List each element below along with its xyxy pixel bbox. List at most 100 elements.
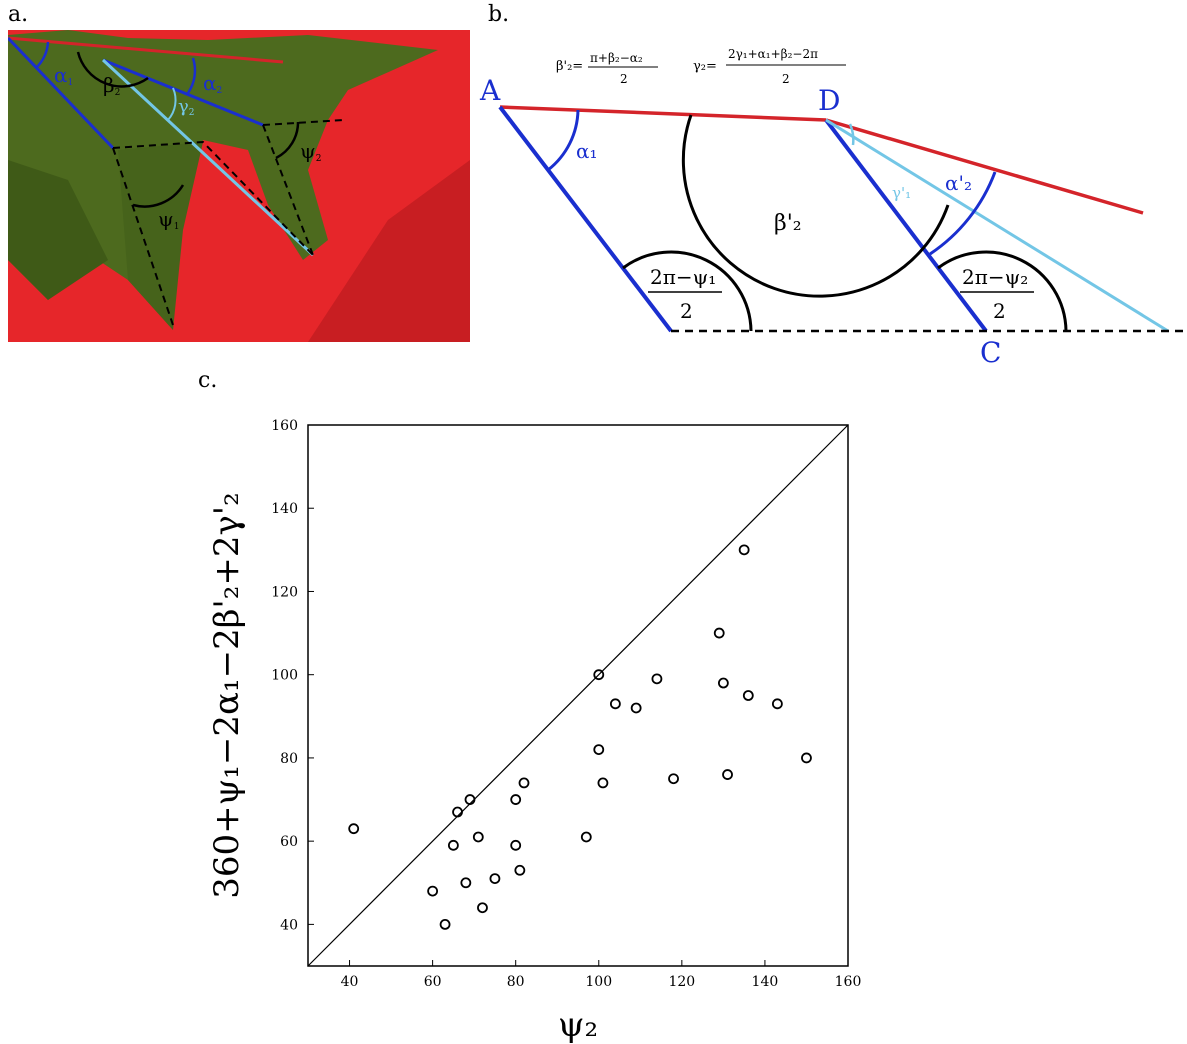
blue-line-A bbox=[498, 105, 673, 333]
data-point bbox=[609, 698, 621, 710]
cyan-line-D bbox=[825, 118, 1169, 333]
data-point bbox=[593, 669, 605, 681]
data-point bbox=[801, 752, 812, 764]
y-tick-label: 160 bbox=[271, 418, 298, 434]
y-tick-label: 80 bbox=[280, 751, 298, 767]
data-point bbox=[472, 831, 484, 843]
data-point bbox=[477, 902, 488, 914]
leaf-shape bbox=[8, 30, 438, 330]
point-D-label: D bbox=[818, 84, 840, 117]
x-tick-label: 160 bbox=[835, 974, 862, 990]
arc-psi2 bbox=[275, 121, 300, 160]
x-axis-label: ψ₂ bbox=[558, 1005, 598, 1044]
data-point bbox=[717, 677, 729, 689]
point-A-label: A bbox=[479, 74, 501, 107]
panel-label-c: c. bbox=[198, 368, 218, 393]
angle-beta2-label: β'₂ bbox=[774, 211, 802, 236]
angle-alpha2-label: α'₂ bbox=[945, 171, 972, 195]
scatter-chart: 40 60 80 100 120 140 160 40 60 80 100 120 140 160 ψ₂ 36… bbox=[207, 418, 862, 1044]
frac1-den: 2 bbox=[680, 299, 693, 323]
red-line-D-right bbox=[825, 118, 1144, 215]
arc-gamma2 bbox=[167, 87, 177, 121]
blue-line-1 bbox=[8, 36, 115, 150]
x-tick-label: 60 bbox=[424, 974, 442, 990]
blue-line-D bbox=[824, 118, 988, 333]
arc-psi1 bbox=[622, 250, 753, 332]
plot-frame bbox=[307, 424, 849, 967]
formula-beta-num: π+β₂−α₂ bbox=[590, 51, 643, 65]
arc-beta2 bbox=[76, 51, 149, 88]
formula-gamma-den: 2 bbox=[782, 72, 790, 86]
panel-label-b: b. bbox=[488, 2, 510, 27]
data-point bbox=[514, 864, 526, 876]
arc-beta2 bbox=[681, 114, 950, 298]
angle-psi2-label: ψ2 bbox=[300, 139, 321, 164]
data-point bbox=[489, 873, 501, 885]
identity-line bbox=[307, 424, 849, 967]
angle-gamma1-label: γ'₁ bbox=[892, 184, 911, 202]
red-line-AD bbox=[499, 105, 827, 122]
angle-gamma2-label: γ2 bbox=[178, 96, 195, 118]
arc-alpha1 bbox=[35, 41, 50, 69]
data-point bbox=[722, 769, 733, 780]
angle-beta2-label: β2 bbox=[103, 73, 120, 98]
panel-label-a: a. bbox=[8, 2, 29, 27]
angle-alpha2-label: α2 bbox=[203, 71, 222, 96]
data-point bbox=[580, 831, 592, 843]
data-point bbox=[452, 806, 463, 818]
x-tick-label: 80 bbox=[507, 974, 525, 990]
arc-gamma1 bbox=[848, 123, 855, 146]
dashed-lobe-3 bbox=[262, 119, 344, 126]
x-tick-label: 140 bbox=[752, 974, 779, 990]
data-point bbox=[510, 794, 522, 805]
data-point bbox=[439, 918, 451, 930]
data-point bbox=[771, 698, 783, 710]
angle-psi1-label: ψ1 bbox=[158, 207, 179, 232]
y-tick-label: 140 bbox=[271, 501, 298, 517]
data-point bbox=[460, 877, 472, 889]
y-tick-label: 60 bbox=[280, 834, 298, 850]
data-point bbox=[742, 690, 754, 701]
data-point bbox=[447, 839, 459, 851]
data-point bbox=[518, 777, 530, 789]
data-point bbox=[348, 823, 360, 835]
formula-gamma-lhs: γ₂= bbox=[693, 59, 717, 74]
arc-alpha1 bbox=[547, 109, 580, 172]
arc-psi2 bbox=[937, 250, 1068, 332]
data-point bbox=[510, 839, 522, 851]
data-point bbox=[597, 777, 609, 789]
leaf-photo-panel: α1 β2 α2 γ2 ψ1 ψ2 bbox=[8, 30, 470, 342]
geometry-diagram-panel: β'₂= π+β₂−α₂ 2 γ₂= 2γ₁+α₁+β₂−2π 2 A D C … bbox=[479, 47, 1187, 369]
data-point bbox=[668, 773, 679, 785]
x-tick-label: 40 bbox=[341, 974, 359, 990]
formula-beta-lhs: β'₂= bbox=[556, 59, 583, 74]
data-point bbox=[738, 544, 750, 556]
arc-psi1 bbox=[132, 184, 185, 208]
angle-alpha1-label: α₁ bbox=[576, 139, 598, 163]
data-point bbox=[464, 794, 476, 805]
formula-gamma-num: 2γ₁+α₁+β₂−2π bbox=[728, 47, 818, 61]
arc-alpha2 bbox=[186, 57, 197, 94]
data-point bbox=[427, 885, 439, 897]
blue-line-2 bbox=[102, 58, 264, 127]
data-point bbox=[630, 702, 642, 714]
y-tick-label: 120 bbox=[271, 584, 298, 600]
point-C-label: C bbox=[980, 336, 1001, 369]
formula-beta-den: 2 bbox=[620, 72, 628, 86]
red-line-a bbox=[8, 36, 284, 64]
cyan-line bbox=[101, 58, 315, 257]
y-axis-label: 360+ψ₁−2α₁−2β'₂+2γ'₂ bbox=[207, 492, 247, 899]
frac2-den: 2 bbox=[993, 299, 1006, 323]
frac1-num: 2π−ψ₁ bbox=[650, 265, 716, 289]
frac2-num: 2π−ψ₂ bbox=[962, 265, 1028, 289]
data-point bbox=[593, 744, 605, 756]
angle-alpha1-label: α1 bbox=[54, 63, 73, 88]
dashed-lobe-2 bbox=[112, 140, 314, 256]
leaf-shadow bbox=[8, 160, 108, 300]
data-point bbox=[651, 673, 663, 685]
y-tick-label: 100 bbox=[271, 668, 298, 684]
x-tick-label: 100 bbox=[585, 974, 612, 990]
red-background-shadow bbox=[308, 160, 470, 342]
x-tick-label: 120 bbox=[668, 974, 695, 990]
y-tick-label: 40 bbox=[280, 917, 298, 933]
